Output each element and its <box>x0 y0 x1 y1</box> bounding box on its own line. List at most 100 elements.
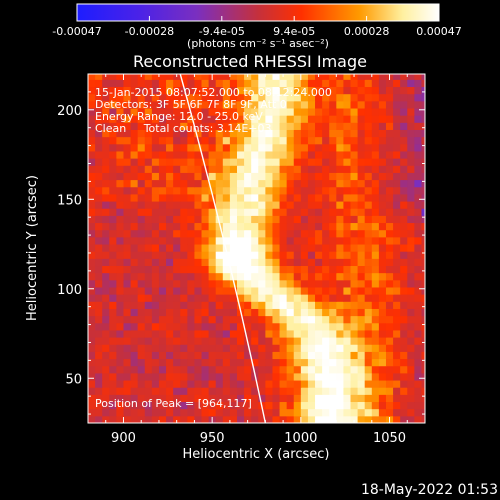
heatmap-cell <box>144 186 153 195</box>
heatmap-cell <box>407 322 415 331</box>
heatmap-cell <box>371 401 380 410</box>
heatmap-cell <box>144 215 153 224</box>
heatmap-cell <box>173 301 181 309</box>
heatmap-cell <box>123 272 132 281</box>
heatmap-cell <box>166 408 174 417</box>
heatmap-cell <box>378 79 387 88</box>
heatmap-cell <box>109 380 117 388</box>
heatmap-cell <box>130 179 139 188</box>
heatmap-cell <box>286 74 295 80</box>
heatmap-cell <box>265 315 273 324</box>
heatmap-cell <box>364 380 373 388</box>
heatmap-cell <box>137 351 146 360</box>
heatmap-cell <box>329 265 337 274</box>
heatmap-cell <box>350 93 359 102</box>
heatmap-cell <box>244 93 252 102</box>
heatmap-cell <box>215 315 224 324</box>
heatmap-cell <box>251 136 259 145</box>
heatmap-cell <box>194 387 203 395</box>
heatmap-cell <box>315 86 323 95</box>
heatmap-cell <box>244 265 252 274</box>
heatmap-cell <box>88 129 96 138</box>
heatmap-cell <box>300 394 309 403</box>
heatmap-cell <box>286 322 295 331</box>
heatmap-cell <box>222 337 231 345</box>
heatmap-cell <box>400 365 408 374</box>
heatmap-cell <box>357 337 366 345</box>
heatmap-cell <box>151 143 160 152</box>
heatmap-cell <box>180 136 188 145</box>
heatmap-cell <box>286 79 295 88</box>
heatmap-cell <box>393 351 401 360</box>
heatmap-cell <box>407 408 415 417</box>
heatmap-cell <box>201 372 210 381</box>
heatmap-cell <box>414 308 422 317</box>
heatmap-cell <box>343 158 352 166</box>
heatmap-cell <box>414 351 422 360</box>
heatmap-cell <box>95 258 103 267</box>
heatmap-cell <box>215 329 224 338</box>
heatmap-cell <box>272 315 281 324</box>
heatmap-cell <box>109 165 117 173</box>
heatmap-cell <box>236 337 245 345</box>
heatmap-cell <box>173 286 181 295</box>
heatmap-cell <box>364 193 373 202</box>
heatmap-cell <box>123 208 132 216</box>
heatmap-cell <box>137 86 146 95</box>
heatmap-cell <box>222 129 231 138</box>
heatmap-cell <box>251 380 259 388</box>
heatmap-cell <box>364 279 373 288</box>
heatmap-cell <box>194 279 203 288</box>
heatmap-cell <box>286 158 295 166</box>
heatmap-cell <box>258 294 266 302</box>
heatmap-cell <box>336 208 344 216</box>
heatmap-cell <box>151 251 160 259</box>
heatmap-cell <box>194 208 203 216</box>
heatmap-cell <box>244 358 252 367</box>
heatmap-cell <box>109 79 117 88</box>
heatmap-cell <box>166 158 174 166</box>
heatmap-cell <box>329 93 337 102</box>
heatmap-cell <box>236 150 245 159</box>
heatmap-cell <box>293 394 302 403</box>
heatmap-cell <box>166 244 174 252</box>
heatmap-cell <box>357 100 366 109</box>
heatmap-cell <box>385 193 394 202</box>
heatmap-cell <box>180 74 188 80</box>
heatmap-cell <box>279 380 288 388</box>
heatmap-cell <box>130 351 139 360</box>
heatmap-cell <box>329 179 337 188</box>
heatmap-cell <box>393 150 401 159</box>
heatmap-cell <box>251 344 259 352</box>
heatmap-cell <box>158 186 167 195</box>
heatmap-cell <box>95 129 103 138</box>
heatmap-cell <box>336 415 344 423</box>
heatmap-cell <box>279 179 288 188</box>
heatmap-cell <box>421 408 425 417</box>
heatmap-cell <box>201 329 210 338</box>
heatmap-cell <box>300 179 309 188</box>
heatmap-cell <box>158 351 167 360</box>
heatmap-cell <box>407 344 415 352</box>
heatmap-cell <box>258 415 266 423</box>
heatmap-cell <box>137 115 146 123</box>
heatmap-cell <box>272 308 281 317</box>
heatmap-cell <box>265 179 273 188</box>
y-tick-label: 50 <box>65 372 82 387</box>
heatmap-cell <box>329 337 337 345</box>
heatmap-cell <box>343 380 352 388</box>
heatmap-cell <box>166 301 174 309</box>
heatmap-cell <box>315 415 323 423</box>
heatmap-cell <box>251 201 259 209</box>
heatmap-cell <box>215 172 224 181</box>
heatmap-cell <box>137 358 146 367</box>
heatmap-cell <box>173 179 181 188</box>
heatmap-cell <box>350 186 359 195</box>
heatmap-cell <box>187 179 195 188</box>
heatmap-cell <box>144 229 153 238</box>
heatmap-cell <box>222 201 231 209</box>
heatmap-cell <box>393 294 401 302</box>
heatmap-cell <box>400 179 408 188</box>
heatmap-cell <box>315 215 323 224</box>
heatmap-cell <box>350 229 359 238</box>
